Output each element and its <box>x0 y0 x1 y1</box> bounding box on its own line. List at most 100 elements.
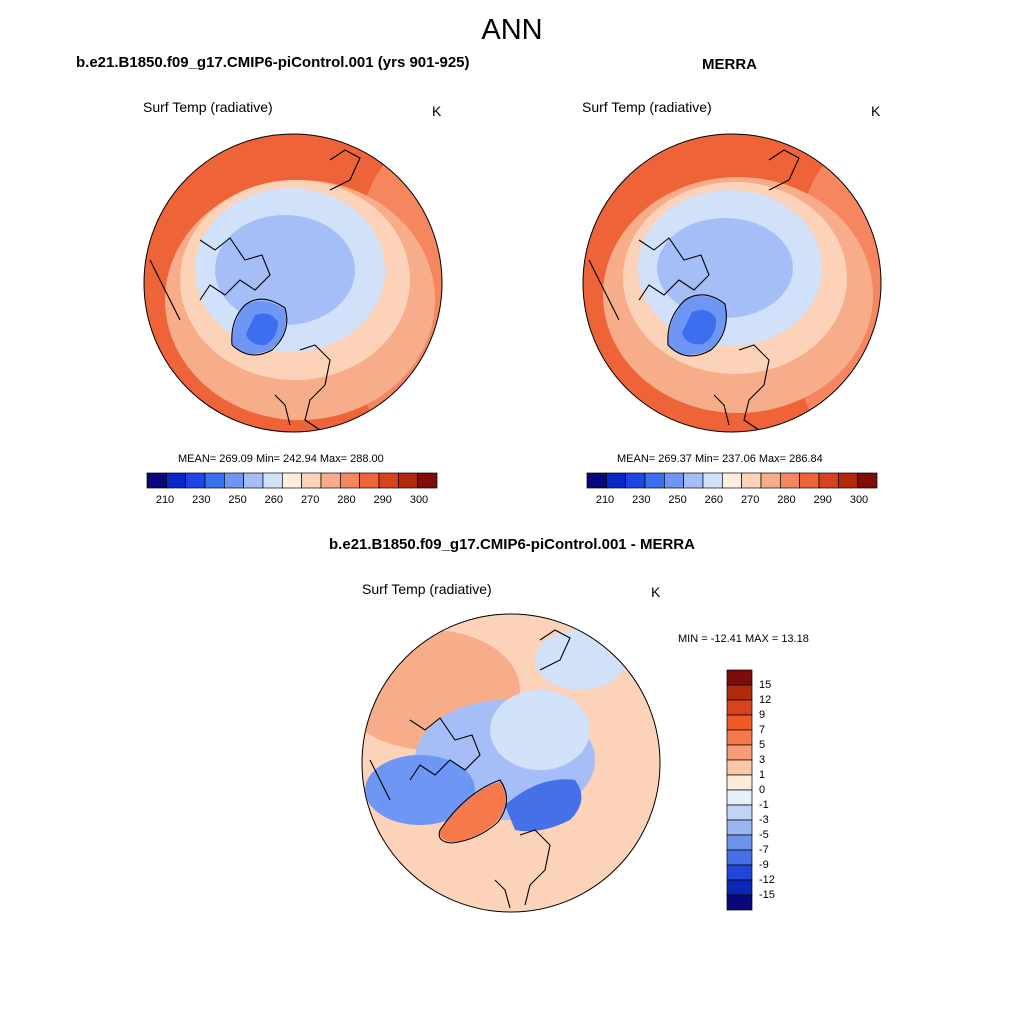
obs-coastlines <box>588 149 800 431</box>
model-colorbar-swatch <box>359 472 380 489</box>
model-colorbar-tick-label: 260 <box>264 494 284 506</box>
model-colorbar-swatch <box>281 472 303 489</box>
model-colorbar-swatch <box>301 472 322 489</box>
model-colorbar-tick-label: 270 <box>300 494 320 506</box>
obs-map <box>583 134 881 432</box>
diff-colorbar-swatch <box>726 699 753 716</box>
diff-units-label: K <box>651 584 661 600</box>
obs-colorbar-tick-label: 250 <box>668 494 687 506</box>
diff-stats: MIN = -12.41 MAX = 13.18 <box>678 633 809 645</box>
diff-colorbar-tick-label: -1 <box>759 799 769 811</box>
obs-colorbar-swatch <box>663 472 685 489</box>
model-stats: MEAN= 269.09 Min= 242.94 Max= 288.00 <box>178 453 384 465</box>
diff-colorbar-swatch <box>726 669 753 686</box>
obs-colorbar-swatch <box>586 472 607 489</box>
model-colorbar-tick-label: 250 <box>228 494 247 506</box>
diff-colorbar-swatch <box>726 684 753 701</box>
diff-colorbar-tick-label: 9 <box>759 709 766 721</box>
diff-coastlines <box>369 629 571 909</box>
diff-colorbar-tick-label: -7 <box>759 844 769 856</box>
diff-variable-label: Surf Temp (radiative) <box>362 581 492 597</box>
model-colorbar <box>146 472 438 489</box>
diff-colorbar-swatch <box>726 819 753 836</box>
model-colorbar-swatch <box>339 472 361 489</box>
diff-colorbar-tick-label: -9 <box>759 859 769 871</box>
diff-colorbar-tick-label: -5 <box>759 829 769 841</box>
diff-colorbar-tick-label: 3 <box>759 754 766 766</box>
model-colorbar-swatch <box>417 472 438 489</box>
model-map-outline <box>143 133 443 433</box>
diff-colorbar-swatch <box>726 879 753 896</box>
model-colorbar-tick-label: 290 <box>373 494 392 506</box>
obs-colorbar-tick-label: 290 <box>813 494 832 506</box>
diff-colorbar-tick-label: 5 <box>759 739 766 751</box>
diff-colorbar-swatch <box>726 834 753 851</box>
obs-variable-label: Surf Temp (radiative) <box>582 99 712 115</box>
obs-colorbar-swatch <box>760 472 781 489</box>
obs-map-outline <box>582 133 882 433</box>
obs-colorbar-swatch <box>683 472 704 489</box>
diff-colorbar-swatch <box>726 714 753 731</box>
model-colorbar-tick-label: 210 <box>155 494 175 506</box>
obs-colorbar-swatch <box>741 472 762 489</box>
diff-colorbar-swatch <box>726 804 753 821</box>
obs-panel-title: MERRA <box>702 56 757 73</box>
obs-units-label: K <box>871 103 881 119</box>
model-colorbar-swatch <box>146 472 167 489</box>
diff-colorbar-tick-label: -3 <box>759 814 769 826</box>
obs-colorbar-swatch <box>702 472 723 489</box>
model-map <box>144 134 442 432</box>
model-colorbar-swatch <box>165 472 187 489</box>
model-colorbar-tick-label: 300 <box>409 494 429 506</box>
diff-colorbar-tick-label: 0 <box>759 784 766 796</box>
diff-colorbar-swatch <box>726 894 753 911</box>
model-colorbar-tick-label: 280 <box>337 494 356 506</box>
model-coastlines <box>149 149 361 431</box>
diff-colorbar <box>726 669 753 911</box>
obs-colorbar-tick-label: 300 <box>849 494 869 506</box>
diff-colorbar-tick-label: 7 <box>759 724 766 736</box>
obs-colorbar-tick-label: 280 <box>777 494 796 506</box>
model-colorbar-swatch <box>320 472 341 489</box>
model-colorbar-swatch <box>243 472 264 489</box>
diff-colorbar-swatch <box>726 864 753 881</box>
obs-colorbar-swatch <box>857 472 878 489</box>
obs-colorbar <box>586 472 878 489</box>
obs-colorbar-swatch <box>605 472 627 489</box>
model-colorbar-swatch <box>204 472 225 489</box>
obs-colorbar-swatch <box>799 472 820 489</box>
model-colorbar-swatch <box>262 472 283 489</box>
diff-panel-title: b.e21.B1850.f09_g17.CMIP6-piControl.001 … <box>329 536 695 553</box>
diff-colorbar-tick-label: -12 <box>759 874 775 886</box>
diff-colorbar-swatch <box>726 729 753 746</box>
model-units-label: K <box>432 103 442 119</box>
diff-colorbar-swatch <box>726 744 753 761</box>
diff-colorbar-swatch <box>726 759 753 776</box>
diff-colorbar-tick-label: -15 <box>759 889 775 901</box>
diff-colorbar-swatch <box>726 774 753 791</box>
model-variable-label: Surf Temp (radiative) <box>143 99 273 115</box>
model-panel-title: b.e21.B1850.f09_g17.CMIP6-piControl.001 … <box>76 54 470 71</box>
model-colorbar-swatch <box>223 472 245 489</box>
diff-colorbar-tick-label: 12 <box>759 694 772 706</box>
obs-stats: MEAN= 269.37 Min= 237.06 Max= 286.84 <box>617 453 823 465</box>
obs-colorbar-swatch <box>818 472 839 489</box>
diff-colorbar-tick-label: 1 <box>759 769 766 781</box>
obs-colorbar-swatch <box>837 472 859 489</box>
diff-colorbar-tick-label: 15 <box>759 679 772 691</box>
obs-colorbar-tick-label: 230 <box>632 494 651 506</box>
diff-colorbar-swatch <box>726 849 753 866</box>
obs-colorbar-tick-label: 210 <box>595 494 615 506</box>
diff-colorbar-swatch <box>726 789 753 806</box>
obs-colorbar-swatch <box>721 472 743 489</box>
model-colorbar-swatch <box>378 472 399 489</box>
diff-map-outline <box>361 613 661 913</box>
model-colorbar-tick-label: 230 <box>192 494 211 506</box>
obs-colorbar-swatch <box>644 472 665 489</box>
figure-title: ANN <box>481 14 543 46</box>
obs-colorbar-tick-label: 260 <box>704 494 724 506</box>
obs-colorbar-swatch <box>779 472 801 489</box>
model-colorbar-swatch <box>397 472 419 489</box>
obs-colorbar-tick-label: 270 <box>740 494 760 506</box>
